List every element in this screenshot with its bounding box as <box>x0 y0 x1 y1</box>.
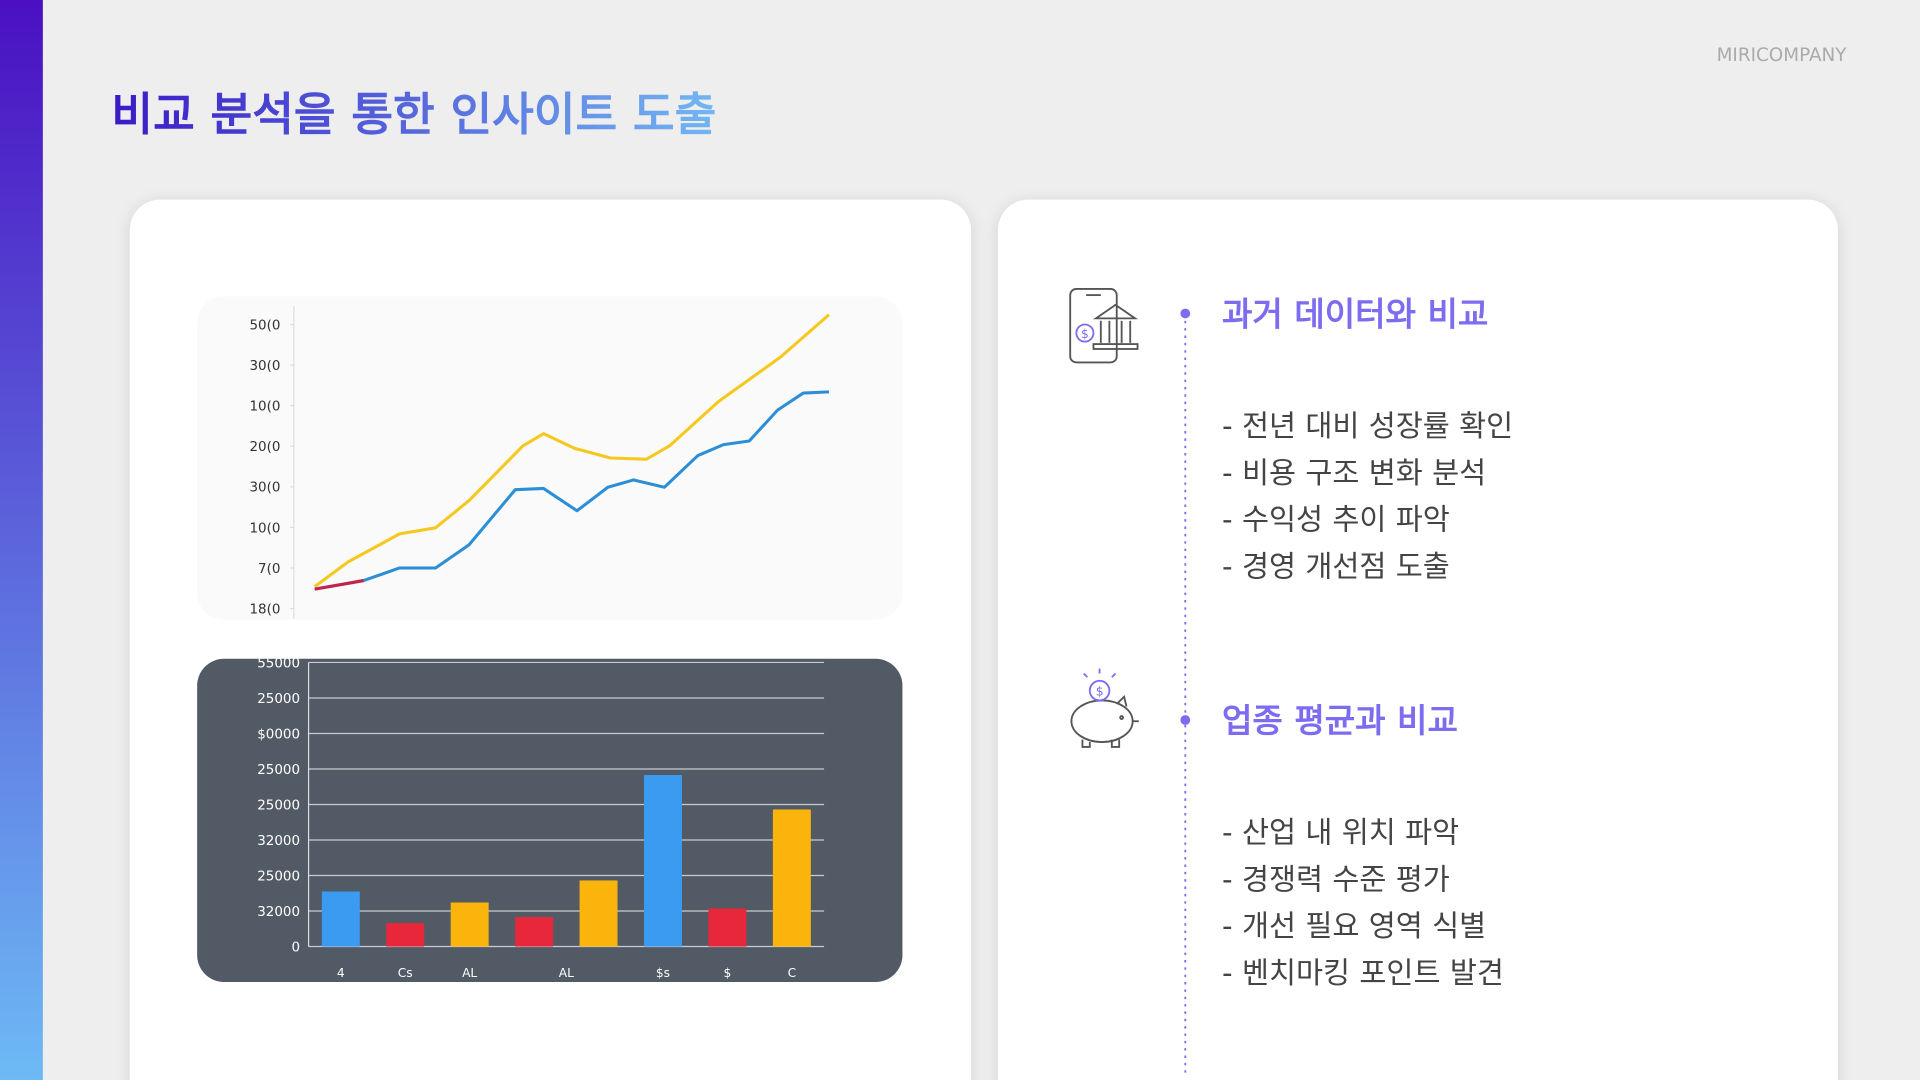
y-tick-label: 0 <box>291 940 300 955</box>
section-heading: 업종 평균과 비교 <box>1222 701 1458 740</box>
line-series <box>313 313 830 588</box>
y-tick-label: 20(0 <box>249 440 280 455</box>
side-bar <box>0 0 43 1080</box>
bullet-item: - 개선 필요 영역 식별 <box>1222 909 1486 943</box>
y-tick-label: 30(0 <box>249 359 280 374</box>
svg-text:$: $ <box>1081 327 1089 341</box>
bullet-item: - 벤치마킹 포인트 발견 <box>1222 956 1504 990</box>
bar <box>772 809 811 947</box>
content: MIRICOMPANY 비교 분석을 통한 인사이트 도출 50(0 30(0 10… <box>0 0 1847 1080</box>
bullet-item: - 비용 구조 변화 분석 <box>1222 456 1486 490</box>
right-card <box>997 199 1838 1080</box>
bank-icon: $ <box>1069 288 1139 364</box>
y-tick-label: 25000 <box>257 798 300 813</box>
y-tick-label: 18(0 <box>249 602 280 617</box>
sections: 과거 데이터와 비교 - 전년 대비 성장률 확인 - 비용 구조 변화 분석 - 수… <box>1222 295 1513 990</box>
section-heading: 과거 데이터와 비교 <box>1222 295 1488 334</box>
title: 비교 분석을 통한 인사이트 도출 <box>111 88 716 141</box>
bar <box>515 917 554 947</box>
bar <box>321 891 360 947</box>
y-tick-label: 25000 <box>257 692 300 707</box>
bullet-item: - 산업 내 위치 파악 <box>1222 815 1459 849</box>
y-tick-label: 10(0 <box>249 521 280 536</box>
x-tick-label: $s <box>656 966 670 980</box>
y-tick-label: $0000 <box>257 727 300 742</box>
x-tick-label: Cs <box>398 966 413 980</box>
y-tick-label: 32000 <box>257 905 300 920</box>
bar <box>450 902 489 947</box>
line-chart: 50(0 30(0 10(0 20(0 30(0 10(0 7(0 18(0 <box>249 313 830 617</box>
line-series <box>314 579 364 591</box>
x-tick-label: C <box>788 966 797 980</box>
y-tick-label: 30(0 <box>249 481 280 496</box>
x-tick-label: 4 <box>337 966 345 980</box>
timeline-dot <box>1180 715 1191 725</box>
y-tick-label: 50(0 <box>249 318 280 333</box>
svg-text:$: $ <box>1096 685 1104 699</box>
y-tick-label: 7(0 <box>258 562 280 577</box>
bullet-item: - 경쟁력 수준 평가 <box>1222 862 1450 896</box>
line-chart-panel <box>197 296 903 620</box>
bar <box>386 923 425 947</box>
bar-chart: 0 32000 25000 32000 25000 25000 $0000 25000 5500… <box>257 656 825 980</box>
y-tick-label: 25000 <box>257 869 300 884</box>
bar <box>644 775 682 947</box>
brand: MIRICOMPANY <box>1717 45 1848 66</box>
x-tick-label: AL <box>559 966 574 980</box>
bullet-item: - 수익성 추이 파악 <box>1222 503 1450 537</box>
bar <box>708 908 747 947</box>
x-tick-label: $ <box>724 966 732 980</box>
y-tick-label: 32000 <box>257 834 300 849</box>
bullet-item: - 전년 대비 성장률 확인 <box>1222 409 1513 443</box>
x-tick-label: AL <box>462 966 477 980</box>
y-tick-label: 55000 <box>257 656 300 671</box>
y-tick-label: 10(0 <box>249 400 280 415</box>
line-series <box>314 390 830 591</box>
piggy-icon: $ <box>1070 668 1139 748</box>
bar <box>579 880 618 947</box>
bar-chart-panel <box>197 658 903 983</box>
timeline-dot <box>1180 308 1191 319</box>
y-tick-label: 25000 <box>257 763 300 778</box>
bullet-item: - 경영 개선점 도출 <box>1222 550 1450 584</box>
